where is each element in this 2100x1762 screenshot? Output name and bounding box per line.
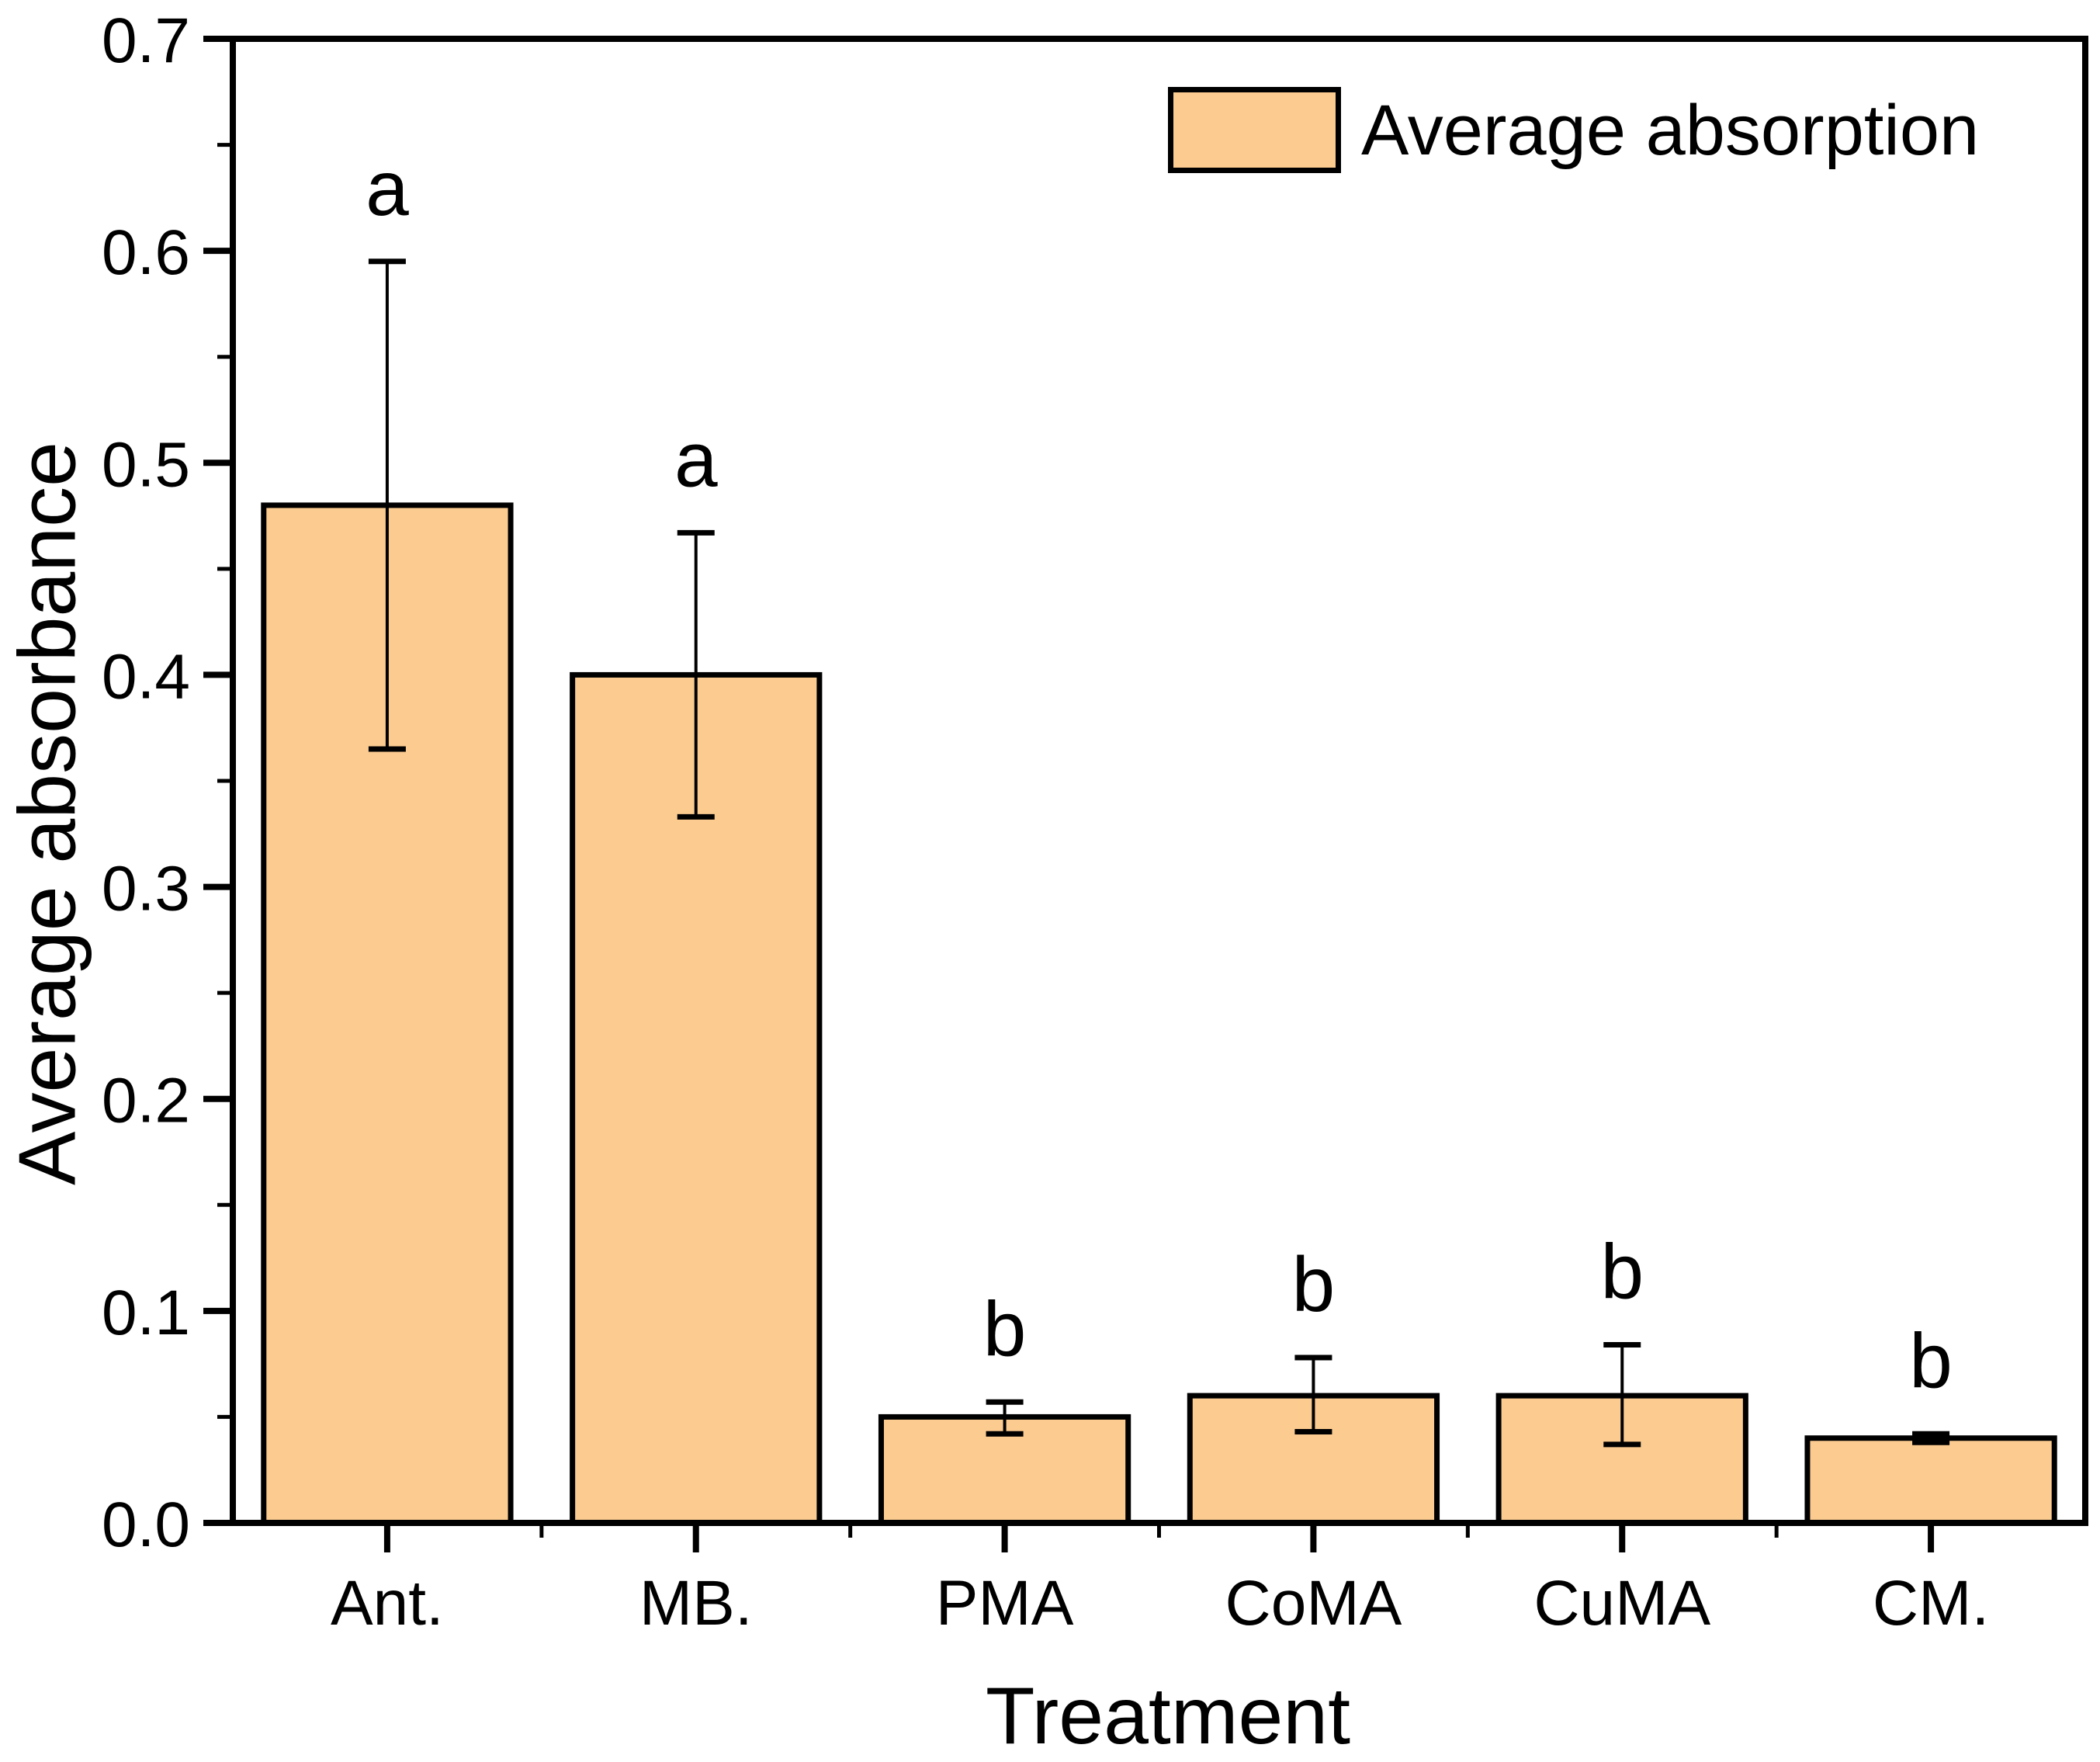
y-tick-label: 0.6 <box>102 217 190 288</box>
legend: Average absorption <box>1168 87 1979 173</box>
y-tick-label: 0.4 <box>102 641 190 712</box>
y-tick-label: 0.3 <box>102 854 190 924</box>
x-tick-label-CoMA: CoMA <box>1225 1568 1402 1639</box>
y-tick-label: 0.2 <box>102 1066 190 1136</box>
legend-label: Average absorption <box>1361 90 1980 170</box>
y-tick-label: 0.0 <box>102 1490 190 1560</box>
legend-swatch <box>1168 87 1341 173</box>
significance-letter-PMA: b <box>983 1285 1027 1372</box>
x-tick-label-Ant: Ant. <box>331 1568 444 1639</box>
significance-letter-CM: b <box>1909 1317 1953 1404</box>
y-tick-label: 0.5 <box>102 429 190 500</box>
significance-letter-CuMA: b <box>1600 1229 1644 1316</box>
significance-letter-Ant: a <box>366 145 409 232</box>
bar-CM <box>1804 1435 2057 1526</box>
y-tick-label: 0.1 <box>102 1278 190 1348</box>
x-axis-title: Treatment <box>985 1671 1351 1761</box>
x-tick-label-CuMA: CuMA <box>1533 1568 1710 1639</box>
significance-letter-MB: a <box>674 416 718 503</box>
x-tick-label-MB: MB. <box>639 1568 753 1639</box>
plot-border <box>230 36 2088 1526</box>
y-axis-title: Average absorbance <box>2 442 93 1185</box>
x-tick-label-PMA: PMA <box>936 1568 1074 1639</box>
significance-letter-CoMA: b <box>1292 1241 1336 1328</box>
y-tick-label: 0.7 <box>102 5 190 76</box>
x-tick-label-CM: CM. <box>1873 1568 1989 1639</box>
bar-CoMA <box>1187 1393 1440 1526</box>
